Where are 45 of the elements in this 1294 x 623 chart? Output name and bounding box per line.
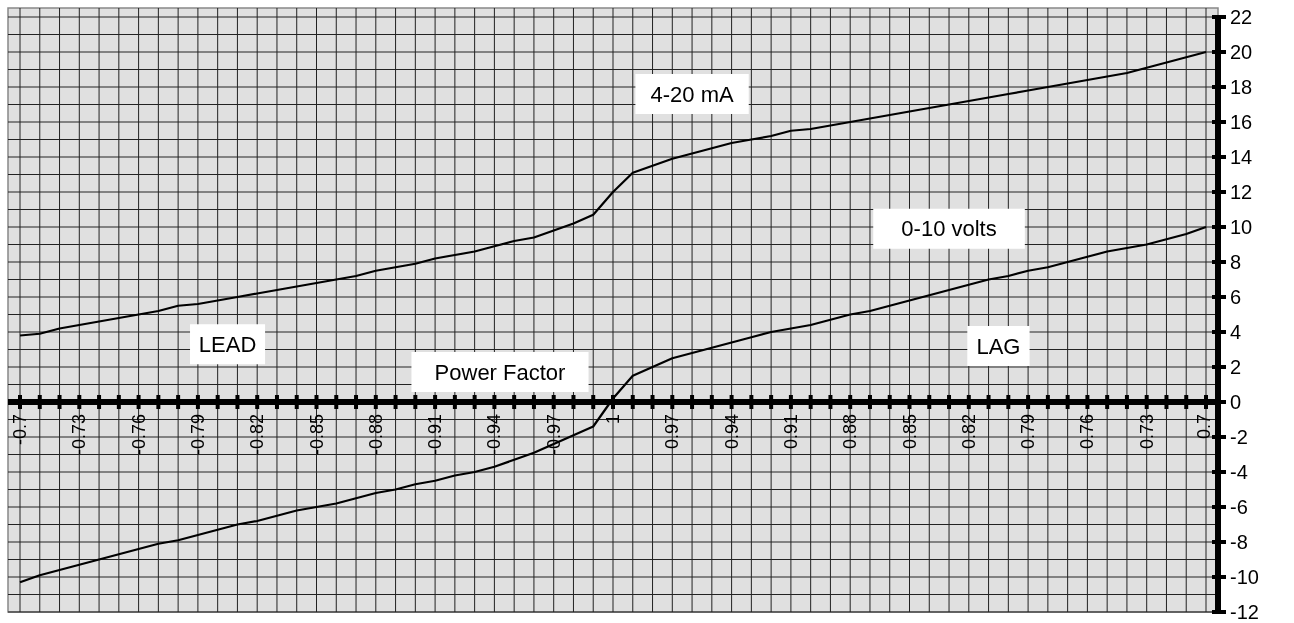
y-tick-label: 2: [1230, 356, 1242, 378]
y-tick-label: 8: [1230, 251, 1242, 273]
y-tick-label: -8: [1230, 531, 1248, 553]
x-tick-label: 0.7: [1194, 414, 1214, 440]
x-tick-label: 0.73: [1136, 414, 1157, 450]
x-tick-label: 0.94: [721, 414, 742, 450]
x-tick-label: 0.97: [662, 414, 683, 450]
annotation: LAG: [976, 333, 1021, 359]
x-tick-label: -0.97: [543, 414, 564, 456]
x-tick-label: 0.82: [958, 414, 979, 450]
x-tick-label: -0.73: [69, 414, 90, 456]
y-tick-label: 0: [1230, 391, 1242, 413]
annotation: LEAD: [198, 331, 257, 357]
y-tick-label: 20: [1230, 41, 1253, 63]
y-tick-label: 6: [1230, 286, 1242, 308]
x-tick-label: -0.79: [187, 414, 208, 456]
x-tick-label: -0.7: [10, 414, 30, 446]
x-tick-label: 0.76: [1077, 414, 1098, 450]
y-tick-label: 10: [1230, 216, 1253, 238]
x-tick-label: 0.85: [899, 414, 920, 450]
series-label: 0-10 volts: [901, 216, 997, 242]
x-axis-title: Power Factor: [434, 359, 566, 385]
x-tick-label: -0.91: [425, 414, 446, 456]
x-tick-label: -0.88: [365, 414, 386, 456]
y-tick-label: -2: [1230, 426, 1248, 448]
x-tick-label: -0.85: [306, 414, 327, 456]
y-tick-label: 12: [1230, 181, 1253, 203]
y-tick-label: 18: [1230, 76, 1253, 98]
x-tick-label: 0.88: [840, 414, 861, 450]
y-tick-label: -4: [1230, 461, 1248, 483]
y-tick-label: 16: [1230, 111, 1253, 133]
y-tick-label: 22: [1230, 6, 1253, 28]
x-tick-label: -0.94: [484, 414, 505, 456]
x-tick-label: 0.91: [780, 414, 801, 450]
x-tick-label: -0.76: [128, 414, 149, 456]
y-tick-label: -12: [1230, 601, 1259, 623]
x-tick-label: 1: [603, 414, 623, 425]
y-tick-label: -10: [1230, 566, 1259, 588]
y-tick-label: 4: [1230, 321, 1242, 343]
y-tick-label: -6: [1230, 496, 1248, 518]
x-tick-label: 0.79: [1018, 414, 1039, 450]
series-label: 4-20 mA: [650, 81, 734, 107]
line-series: [18, 50, 1208, 337]
x-tick-label: -0.82: [247, 414, 268, 456]
y-tick-label: 14: [1230, 146, 1253, 168]
